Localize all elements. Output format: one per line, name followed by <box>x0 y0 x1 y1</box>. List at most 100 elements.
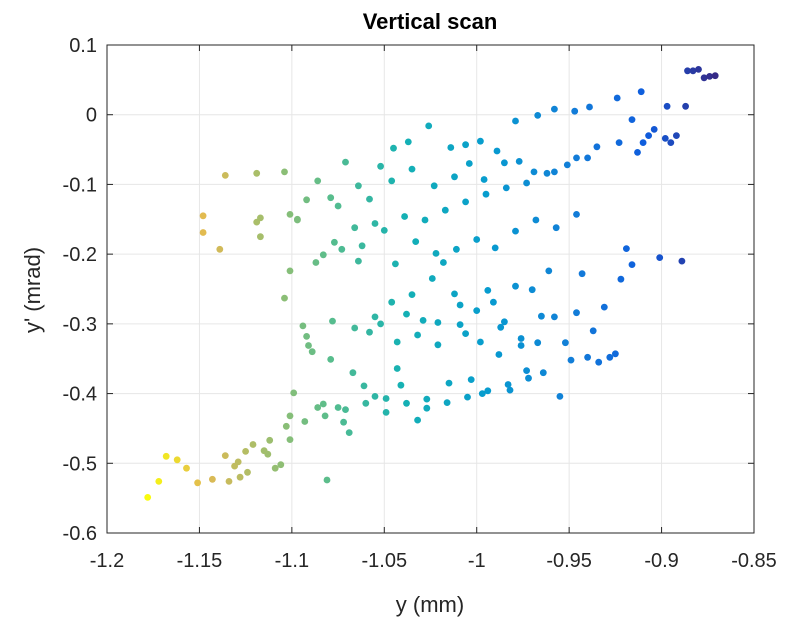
data-point <box>473 307 481 314</box>
data-point <box>528 286 536 294</box>
data-point <box>327 356 335 363</box>
data-point <box>286 211 294 218</box>
data-point <box>639 139 647 147</box>
data-point <box>695 66 702 73</box>
data-point <box>434 319 442 326</box>
data-point <box>294 216 301 224</box>
data-point <box>562 339 569 347</box>
data-point <box>371 393 379 400</box>
y-tick-label: -0.3 <box>63 314 97 336</box>
data-point <box>338 245 346 253</box>
data-point <box>397 381 405 389</box>
data-point <box>567 356 575 364</box>
data-point <box>331 238 338 246</box>
data-point <box>281 294 288 302</box>
y-tick-label: 0.1 <box>69 35 97 57</box>
data-point <box>349 369 357 377</box>
data-point <box>615 139 623 147</box>
data-point <box>253 169 261 177</box>
data-point <box>628 261 636 268</box>
data-point <box>689 67 697 75</box>
data-point <box>432 250 440 257</box>
y-tick-label: -0.1 <box>63 174 97 196</box>
data-point <box>589 327 597 335</box>
data-point <box>408 291 416 298</box>
data-point <box>682 102 689 110</box>
data-point <box>663 102 671 110</box>
data-point <box>545 267 553 275</box>
data-point <box>314 404 322 411</box>
data-point <box>430 182 438 190</box>
data-point <box>700 74 708 82</box>
data-point <box>484 387 492 395</box>
data-point <box>209 475 216 483</box>
data-point <box>277 461 285 469</box>
data-point <box>573 309 580 317</box>
data-point <box>257 233 264 241</box>
x-tick-label: -1 <box>468 550 486 572</box>
data-point <box>403 399 410 407</box>
data-point <box>477 137 484 145</box>
data-point <box>501 318 508 326</box>
data-point <box>371 313 379 321</box>
data-point <box>362 399 370 407</box>
data-point <box>382 395 390 402</box>
data-point <box>345 429 353 436</box>
data-point <box>462 330 469 337</box>
data-point <box>423 404 431 412</box>
data-point <box>539 369 547 377</box>
data-point <box>404 138 412 146</box>
data-point <box>517 342 525 349</box>
data-point <box>462 141 469 149</box>
data-point <box>600 303 608 311</box>
data-point <box>563 161 571 169</box>
data-point <box>162 452 170 460</box>
data-point <box>506 386 514 394</box>
x-axis-label: y (mm) <box>396 592 464 617</box>
data-point <box>388 177 396 185</box>
data-point <box>403 310 410 318</box>
data-point <box>408 165 416 173</box>
data-point <box>551 313 558 321</box>
data-point <box>480 176 488 183</box>
data-point <box>355 182 362 190</box>
x-tick-label: -1.2 <box>90 550 124 572</box>
data-point <box>414 416 421 424</box>
data-point <box>377 162 384 170</box>
x-tick-labels: -1.2 -1.15 -1.1 -1.05 -1 -0.95 -0.9 -0.85 <box>90 550 777 572</box>
data-point <box>512 117 519 125</box>
data-point <box>543 169 551 177</box>
data-point <box>388 298 396 306</box>
data-point <box>512 282 519 290</box>
y-tick-label: -0.2 <box>63 244 97 266</box>
grid-lines <box>106 44 755 534</box>
data-point <box>706 73 713 80</box>
data-point <box>286 436 294 443</box>
data-point <box>497 323 505 331</box>
data-point <box>260 447 268 455</box>
data-point <box>593 143 601 151</box>
x-tick-label: -1.05 <box>361 550 407 572</box>
data-point <box>477 338 484 346</box>
data-point <box>523 367 530 374</box>
data-point <box>551 168 558 176</box>
data-point <box>334 404 342 411</box>
data-point <box>244 468 251 476</box>
data-point <box>334 202 342 210</box>
data-point <box>257 214 264 222</box>
data-point <box>380 227 388 234</box>
data-point <box>650 125 658 133</box>
data-point <box>711 72 719 80</box>
data-point <box>225 478 233 485</box>
data-point <box>342 406 349 413</box>
data-point <box>530 168 538 176</box>
data-point <box>390 144 397 152</box>
data-point <box>612 350 619 358</box>
data-point <box>234 458 242 466</box>
y-axis-label: y' (mrad) <box>20 247 45 333</box>
data-point <box>440 259 447 266</box>
data-point <box>673 132 680 140</box>
data-point <box>281 168 288 176</box>
y-tick-label: 0 <box>86 105 97 127</box>
data-point <box>303 196 310 204</box>
